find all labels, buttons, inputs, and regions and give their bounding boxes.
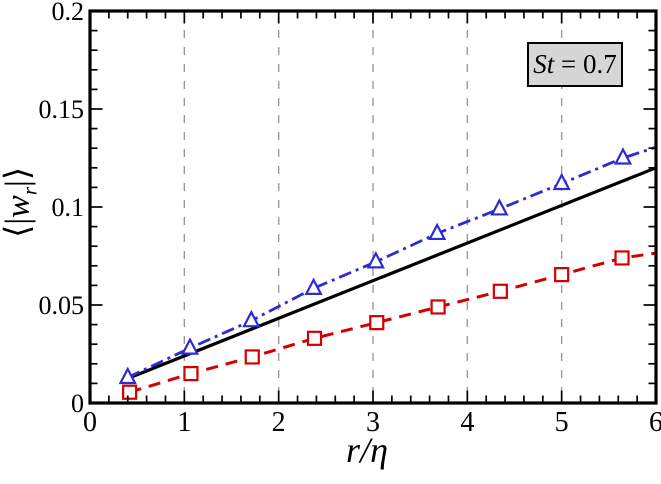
y-axis-title-bracket-open: ⟨| bbox=[0, 217, 37, 238]
x-tick-label: 3 bbox=[366, 407, 380, 438]
x-tick-label: 1 bbox=[177, 407, 191, 438]
x-tick-label: 2 bbox=[272, 407, 286, 438]
legend-stokes-symbol: St bbox=[533, 49, 555, 79]
x-tick-label: 4 bbox=[460, 407, 474, 438]
y-tick-label: 0.15 bbox=[39, 95, 85, 124]
triangle-marker bbox=[304, 277, 323, 295]
y-axis-title-subscript: r bbox=[17, 186, 42, 196]
y-tick-label: 0 bbox=[71, 389, 84, 418]
square-marker bbox=[369, 315, 385, 331]
x-tick-label: 0 bbox=[83, 407, 97, 438]
square-marker bbox=[306, 330, 323, 346]
legend-stokes-value: = 0.7 bbox=[554, 49, 617, 79]
x-axis-title: r/η bbox=[267, 429, 467, 471]
x-tick-label: 5 bbox=[555, 407, 569, 438]
square-marker bbox=[492, 283, 508, 299]
x-axis-title-eta: /η bbox=[360, 430, 388, 470]
square-marker bbox=[430, 299, 446, 315]
y-tick-label: 0.1 bbox=[52, 193, 85, 222]
square-marker bbox=[122, 384, 138, 400]
triangle-marker bbox=[428, 222, 447, 241]
square-marker bbox=[554, 267, 570, 283]
y-axis-title: ⟨|wr|⟩ bbox=[0, 52, 42, 352]
square-marker bbox=[183, 366, 199, 382]
square-marker bbox=[614, 250, 630, 266]
y-tick-label: 0.2 bbox=[52, 0, 85, 26]
triangle-marker bbox=[613, 147, 633, 165]
x-tick-label: 6 bbox=[649, 407, 661, 438]
solid-black-line-line bbox=[127, 166, 657, 380]
blue-dashdot-triangles-line bbox=[127, 145, 657, 379]
triangle-marker bbox=[180, 337, 200, 355]
triangle-marker bbox=[242, 309, 261, 328]
y-axis-title-bracket-close: |⟩ bbox=[0, 166, 37, 187]
triangle-marker bbox=[366, 251, 385, 269]
plot-frame bbox=[88, 9, 658, 405]
legend-box: St = 0.7 bbox=[527, 42, 623, 87]
y-tick-label: 0.05 bbox=[39, 291, 85, 320]
y-axis-title-variable: w bbox=[0, 195, 37, 218]
square-marker bbox=[244, 349, 260, 365]
triangle-marker bbox=[552, 172, 571, 191]
triangle-marker bbox=[490, 198, 509, 216]
x-axis-title-variable: r bbox=[346, 430, 361, 470]
red-dashed-squares-line bbox=[129, 251, 657, 394]
triangle-marker bbox=[118, 366, 137, 385]
